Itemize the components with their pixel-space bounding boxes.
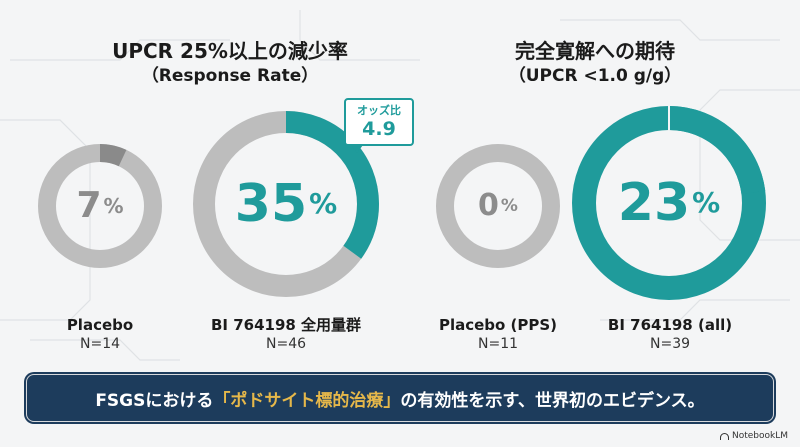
caption-bi-remission: BI 764198 (all) N=39 — [590, 315, 750, 354]
caption-bi-response: BI 764198 全用量群 N=46 — [196, 315, 376, 354]
right-title-sub: （UPCR <1.0 g/g） — [508, 66, 682, 86]
right-title-main: 完全寛解への期待 — [515, 39, 675, 63]
banner-text-3: 世界初のエビデンス。 — [535, 390, 705, 411]
donut-placebo-response: 7% — [37, 143, 163, 269]
donut-track — [436, 144, 560, 268]
banner-text-1: FSGSにおける — [95, 390, 214, 411]
left-title-sub: （Response Rate） — [141, 66, 319, 86]
odds-ratio-value: 4.9 — [362, 118, 396, 140]
donut-value-arc — [193, 111, 379, 297]
caption-n: N=46 — [265, 336, 307, 352]
odds-ratio-label: オッズ比 — [357, 104, 401, 117]
notebooklm-logo-icon — [719, 432, 729, 440]
odds-ratio-pointer — [351, 145, 363, 153]
donut-value-arc — [38, 144, 162, 268]
caption-name: Placebo (PPS) — [438, 316, 558, 334]
banner-text-2: の有効性を示す、 — [400, 390, 536, 411]
odds-ratio-callout: オッズ比 4.9 — [344, 98, 414, 146]
caption-placebo-remission: Placebo (PPS) N=11 — [430, 315, 566, 354]
caption-name: Placebo — [66, 316, 134, 334]
donut-bi-remission: 23% — [571, 105, 767, 301]
conclusion-banner: FSGSにおける 「ポドサイト標的治療」 の有効性を示す、 世界初のエビデンス。 — [26, 374, 774, 422]
caption-n: N=11 — [477, 336, 519, 352]
left-title-main: UPCR 25%以上の減少率 — [112, 39, 348, 63]
left-panel-title: UPCR 25%以上の減少率 （Response Rate） — [40, 38, 420, 87]
caption-name: BI 764198 全用量群 — [210, 316, 362, 334]
caption-n: N=39 — [649, 336, 691, 352]
caption-placebo-response: Placebo N=14 — [50, 315, 150, 354]
donut-placebo-remission: 0% — [435, 143, 561, 269]
brand-name: NotebookLM — [731, 431, 788, 441]
right-panel-title: 完全寛解への期待 （UPCR <1.0 g/g） — [420, 38, 770, 87]
donut-track — [38, 144, 162, 268]
caption-n: N=14 — [79, 336, 121, 352]
brand-watermark: NotebookLM — [719, 431, 788, 441]
caption-name: BI 764198 (all) — [607, 316, 733, 334]
banner-highlight: 「ポドサイト標的治療」 — [213, 390, 401, 411]
